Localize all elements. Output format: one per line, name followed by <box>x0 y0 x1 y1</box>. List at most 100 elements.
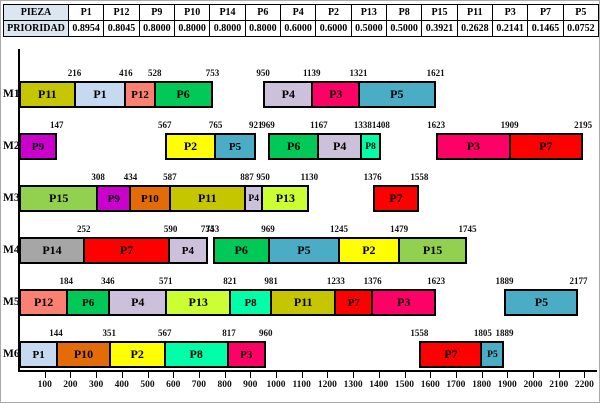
x-axis-tick-label: 1600 <box>420 380 440 390</box>
gantt-segment: P5 <box>267 239 338 262</box>
x-axis-tick <box>430 372 432 378</box>
x-axis-tick-label: 1700 <box>446 380 466 390</box>
gantt-block: P3 P7 <box>436 133 584 160</box>
time-label: 2195 <box>574 120 593 130</box>
piece-header-cell: P13 <box>351 5 386 20</box>
gantt-segment: P10 <box>129 187 169 210</box>
x-axis-tick <box>276 372 277 378</box>
gantt-segment: P4 <box>168 239 206 262</box>
gantt-segment: P2 <box>166 135 215 158</box>
gantt-segment: P1 <box>21 343 57 366</box>
time-label: 1805 <box>473 328 492 338</box>
time-label: 147 <box>50 120 64 130</box>
x-axis-tick <box>173 372 175 378</box>
time-label: 567 <box>157 120 172 130</box>
gantt-segment: P5 <box>506 291 577 314</box>
gantt-segment: P4 <box>265 83 312 106</box>
gantt-segment: P3 <box>226 343 264 366</box>
time-label: 351 <box>102 328 116 338</box>
time-label: 921 <box>248 120 263 130</box>
time-label: 590 <box>163 224 178 234</box>
gantt-segment: P4 <box>317 135 361 158</box>
gantt-block: P7 P5 <box>419 341 505 368</box>
gantt-segment: P10 <box>56 343 109 366</box>
x-axis-line <box>18 370 597 372</box>
gantt-block: P2 P5 <box>164 133 256 160</box>
piece-header-cell: P9 <box>139 5 174 20</box>
gantt-block: P5 <box>504 289 579 316</box>
time-label: 1376 <box>363 172 382 182</box>
gantt-segment: P14 <box>21 239 84 262</box>
time-label: 887 <box>240 172 254 182</box>
gantt-segment: P9 <box>96 187 130 210</box>
time-label: 2177 <box>569 276 588 286</box>
x-axis-tick <box>96 372 98 378</box>
time-label: 1558 <box>410 328 429 338</box>
piece-header-cell: P5 <box>563 5 598 20</box>
priority-value-cell: 0.5000 <box>386 21 422 36</box>
gantt-block: P15 P9 P10 P11 P4 P13 <box>19 185 310 212</box>
gantt-segment: P5 <box>214 135 254 158</box>
gantt-segment: P3 <box>311 83 359 106</box>
gantt-segment: P6 <box>153 83 211 106</box>
time-label: 969 <box>261 120 275 130</box>
time-label: 950 <box>256 172 270 182</box>
gantt-block: P6 P5 P2 P15 <box>212 237 468 264</box>
gantt-segment: P2 <box>108 343 164 366</box>
gantt-segment: P15 <box>21 187 97 210</box>
x-axis-tick-label: 900 <box>243 380 258 390</box>
time-label: 1889 <box>495 328 514 338</box>
time-label: 346 <box>101 276 115 286</box>
gantt-segment: P12 <box>21 291 67 314</box>
machine-label: M4 <box>3 244 20 256</box>
x-axis-tick-label: 2000 <box>523 380 543 390</box>
time-label: 1909 <box>500 120 519 130</box>
piece-header-cell: P7 <box>528 5 563 20</box>
priority-value-cell: 0.0752 <box>563 21 598 36</box>
time-label: 567 <box>157 328 172 338</box>
gantt-block: P9 <box>19 133 57 160</box>
prioridad-row-header: PRIORIDAD <box>4 21 68 36</box>
x-axis-tick <box>353 372 355 378</box>
x-axis-tick-label: 200 <box>63 380 78 390</box>
gantt-segment: P6 <box>214 239 268 262</box>
priority-value-cell: 0.8954 <box>69 21 104 36</box>
piece-header-cell: P10 <box>174 5 210 20</box>
time-label: 308 <box>91 172 105 182</box>
time-label: 144 <box>49 328 63 338</box>
x-axis-tick-label: 400 <box>114 380 129 390</box>
time-label: 1558 <box>410 172 429 182</box>
gantt-chart: M1 P11 P1 P12 P6 216 416 528 753 P4 P3 P5 950 1139 132… <box>1 46 600 404</box>
priority-value-cell: 0.8000 <box>139 21 174 36</box>
x-axis-tick <box>533 372 534 378</box>
gantt-segment: P13 <box>261 187 308 210</box>
time-label: 416 <box>119 68 133 78</box>
time-label: 960 <box>258 328 273 338</box>
x-axis-tick <box>250 372 252 378</box>
x-axis-tick-label: 500 <box>140 380 155 390</box>
time-label: 821 <box>223 276 237 286</box>
x-axis-tick-label: 800 <box>217 380 232 390</box>
piece-header-cell: P4 <box>280 5 316 20</box>
x-axis-tick-label: 2100 <box>549 380 569 390</box>
priority-value-cell: 0.8000 <box>210 21 245 36</box>
time-label: 765 <box>208 120 223 130</box>
x-axis-tick <box>224 372 226 378</box>
time-label: 571 <box>158 276 173 286</box>
piece-header-cell: P12 <box>104 5 139 20</box>
time-label: 1233 <box>326 276 345 286</box>
gantt-segment: P5 <box>358 83 434 106</box>
x-axis-tick-label: 1300 <box>343 380 363 390</box>
time-label: 1408 <box>371 120 390 130</box>
gantt-segment: P7 <box>421 343 481 366</box>
x-axis-tick <box>455 372 457 378</box>
priority-value-cell: 0.6000 <box>316 21 351 36</box>
time-label: 1376 <box>363 276 382 286</box>
priority-value-cell: 0.3921 <box>422 21 457 36</box>
time-label: 734 <box>200 224 215 234</box>
priority-value-cell: 0.1465 <box>528 21 563 36</box>
gantt-segment: P4 <box>108 291 166 314</box>
time-label: 950 <box>256 68 270 78</box>
gantt-segment: P9 <box>21 135 55 158</box>
